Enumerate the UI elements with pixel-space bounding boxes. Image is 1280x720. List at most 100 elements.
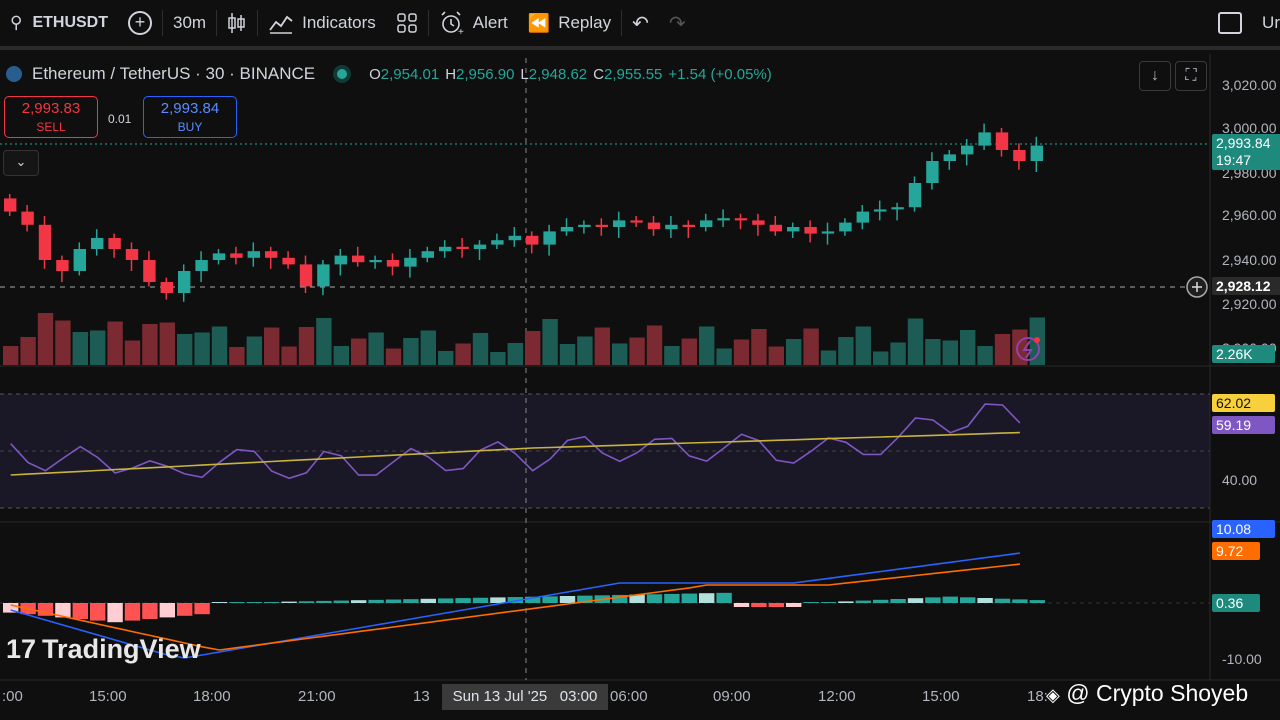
histogram-bar (716, 592, 732, 603)
candle-body (665, 224, 678, 230)
volume-bar (960, 330, 976, 365)
legend-title[interactable]: Ethereum / TetherUS · 30 · BINANCE (32, 64, 316, 83)
divider (621, 10, 623, 36)
histogram-bar (733, 603, 750, 607)
maximize-pane-button[interactable]: ⛶ (1175, 61, 1207, 91)
rsi-ma-tag: 62.02 (1212, 394, 1275, 412)
undo-button[interactable]: ↶ (622, 0, 659, 48)
compare-button[interactable]: + (118, 0, 162, 48)
price-tick: 2,940.00 (1222, 252, 1277, 268)
candle-body (543, 231, 556, 245)
histogram-bar (559, 596, 576, 603)
replay-button[interactable]: ⏪ Replay (518, 0, 621, 48)
volume-bar (925, 339, 941, 365)
histogram-bar (438, 598, 454, 603)
histogram-bar (37, 603, 54, 616)
fullscreen-button[interactable] (1208, 0, 1252, 48)
sell-label: SELL (36, 120, 66, 134)
divider (257, 10, 259, 36)
volume-bar (768, 346, 784, 365)
histogram-bar (803, 602, 819, 603)
histogram-bar (107, 603, 123, 623)
candle-body (282, 257, 295, 265)
indicators-label: Indicators (302, 13, 376, 32)
volume-bar (890, 342, 906, 365)
interval-button[interactable]: 30m (173, 13, 207, 32)
time-tick: 18:00 (193, 688, 231, 705)
price-chart[interactable] (0, 54, 1280, 720)
indicators-button[interactable]: Indicators (258, 0, 386, 48)
rsi-tick: 40.00 (1222, 472, 1258, 488)
volume-bar (3, 346, 19, 365)
volume-bar (298, 327, 315, 365)
candle-body (212, 253, 226, 260)
lightning-icon[interactable] (1016, 337, 1040, 361)
histogram-bar (786, 603, 802, 607)
volume-bar (873, 351, 889, 365)
histogram-bar (838, 601, 854, 603)
candle-body (386, 260, 400, 267)
volume-bar (211, 326, 228, 365)
sell-price: 2,993.83 (21, 100, 81, 117)
symbol-legend: Ethereum / TetherUS · 30 · BINANCE O2,95… (6, 64, 772, 84)
alert-button[interactable]: + Alert (429, 0, 518, 48)
histogram-bar (577, 595, 593, 603)
ethereum-icon (6, 66, 22, 82)
volume-bar (455, 343, 471, 365)
undo-icon: ↶ (632, 12, 649, 35)
scroll-down-button[interactable]: ↓ (1139, 61, 1171, 91)
candle-body (839, 222, 852, 232)
candle-body (961, 145, 974, 155)
volume-bar (525, 331, 541, 365)
candle-body (769, 224, 782, 232)
histogram-bar (942, 596, 958, 603)
buy-button[interactable]: 2,993.84 BUY (143, 96, 237, 138)
candle-body (143, 260, 156, 282)
macd-tick: -10.00 (1222, 651, 1262, 667)
volume-bar (786, 339, 802, 365)
open-value: 2,954.01 (380, 65, 440, 83)
sell-button[interactable]: 2,993.83 SELL (4, 96, 98, 138)
candle-body (700, 220, 713, 227)
histogram-bar (472, 597, 489, 603)
candle-body (38, 224, 52, 260)
volume-bar (124, 340, 141, 365)
add-alert-icon[interactable] (1186, 276, 1208, 298)
histogram-bar (751, 603, 767, 607)
candle-body (421, 251, 434, 258)
layouts-button[interactable] (386, 0, 428, 48)
volume-bar (577, 336, 593, 365)
volume-bar (803, 328, 819, 365)
time-tick: 15:00 (922, 688, 960, 705)
chart-type-button[interactable] (217, 0, 257, 48)
histogram-bar (351, 600, 367, 603)
spread-value: 0.01 (108, 112, 132, 126)
volume-bar (907, 318, 924, 365)
volume-bar (559, 344, 576, 365)
symbol-search[interactable]: ⚲ ETHUSDT (0, 0, 118, 48)
alert-label: Alert (472, 13, 508, 32)
volume-bar (72, 332, 88, 365)
histogram-bar (890, 599, 906, 603)
user-menu[interactable]: Ur (1262, 13, 1280, 32)
volume-bar (333, 346, 349, 365)
volume-bar (733, 339, 750, 365)
volume-bar (612, 343, 628, 365)
volume-bar (751, 329, 767, 365)
volume-bar (316, 318, 332, 365)
redo-button[interactable]: ↷ (659, 0, 696, 48)
histogram-bar (629, 594, 645, 603)
volume-bar (490, 352, 506, 365)
crosshair-time: 03:00 (559, 688, 598, 705)
candle-body (369, 260, 382, 263)
histogram-bar (72, 603, 88, 619)
histogram-bar (507, 597, 523, 603)
collapse-legend-button[interactable]: ⌄ (3, 150, 39, 176)
volume-bar (629, 337, 645, 365)
histogram-bar (177, 603, 193, 616)
candle-body (752, 220, 765, 225)
tv-logo-icon: 17 (6, 634, 37, 664)
square-icon (1218, 12, 1243, 34)
volume-bar (177, 334, 193, 365)
volume-bar (838, 337, 854, 365)
